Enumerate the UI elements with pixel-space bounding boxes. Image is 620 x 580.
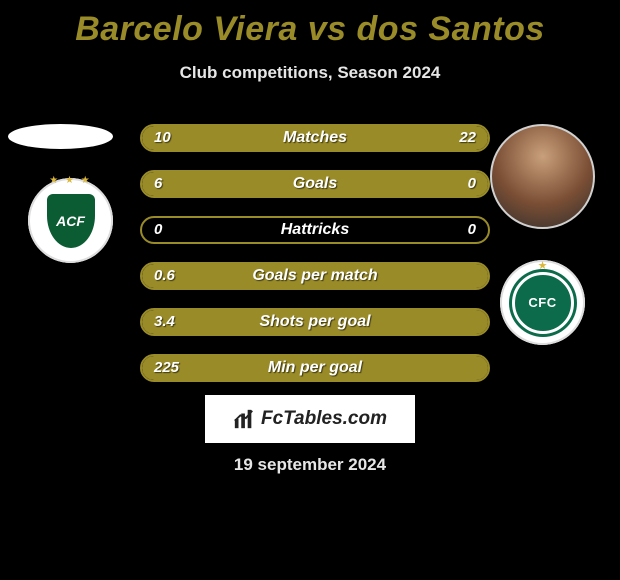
stat-row-shots-per-goal: 3.4 Shots per goal [140, 308, 490, 336]
crest-left-label: ACF [56, 213, 85, 229]
bar-chart-icon [233, 408, 255, 430]
branding-box: FcTables.com [205, 395, 415, 443]
date-label: 19 september 2024 [0, 455, 620, 475]
stat-row-goals-per-match: 0.6 Goals per match [140, 262, 490, 290]
stat-row-goals: 6 Goals 0 [140, 170, 490, 198]
crest-right-star: ★ [538, 259, 548, 272]
crest-left-stars: ★ ★ ★ [28, 175, 113, 186]
stat-label: Shots per goal [142, 310, 488, 336]
crest-right-label: CFC [528, 295, 556, 310]
title-vs: vs [308, 10, 347, 48]
title-player-right: dos Santos [357, 10, 545, 48]
stat-right-value: 22 [459, 126, 476, 152]
title-player-left: Barcelo Viera [75, 10, 298, 48]
stat-right-value: 0 [468, 218, 476, 244]
stat-label: Hattricks [142, 218, 488, 244]
crest-left-shield: ACF [47, 194, 95, 248]
player-left-photo [8, 124, 113, 149]
subtitle: Club competitions, Season 2024 [0, 63, 620, 83]
stat-right-value: 0 [468, 172, 476, 198]
stat-row-min-per-goal: 225 Min per goal [140, 354, 490, 382]
stat-row-hattricks: 0 Hattricks 0 [140, 216, 490, 244]
crest-left: ★ ★ ★ ACF [28, 178, 113, 263]
stat-label: Goals [142, 172, 488, 198]
player-right-photo [490, 124, 595, 229]
stat-label: Goals per match [142, 264, 488, 290]
comparison-card: Barcelo Viera vs dos Santos Club competi… [0, 0, 620, 580]
page-title: Barcelo Viera vs dos Santos [0, 0, 620, 49]
branding-text: FcTables.com [261, 408, 387, 430]
stat-label: Matches [142, 126, 488, 152]
crest-right-round: CFC [512, 272, 574, 334]
crest-right: ★ CFC [500, 260, 585, 345]
stat-row-matches: 10 Matches 22 [140, 124, 490, 152]
stats-table: 10 Matches 22 6 Goals 0 0 Hattricks 0 0.… [140, 124, 490, 400]
stat-label: Min per goal [142, 356, 488, 382]
